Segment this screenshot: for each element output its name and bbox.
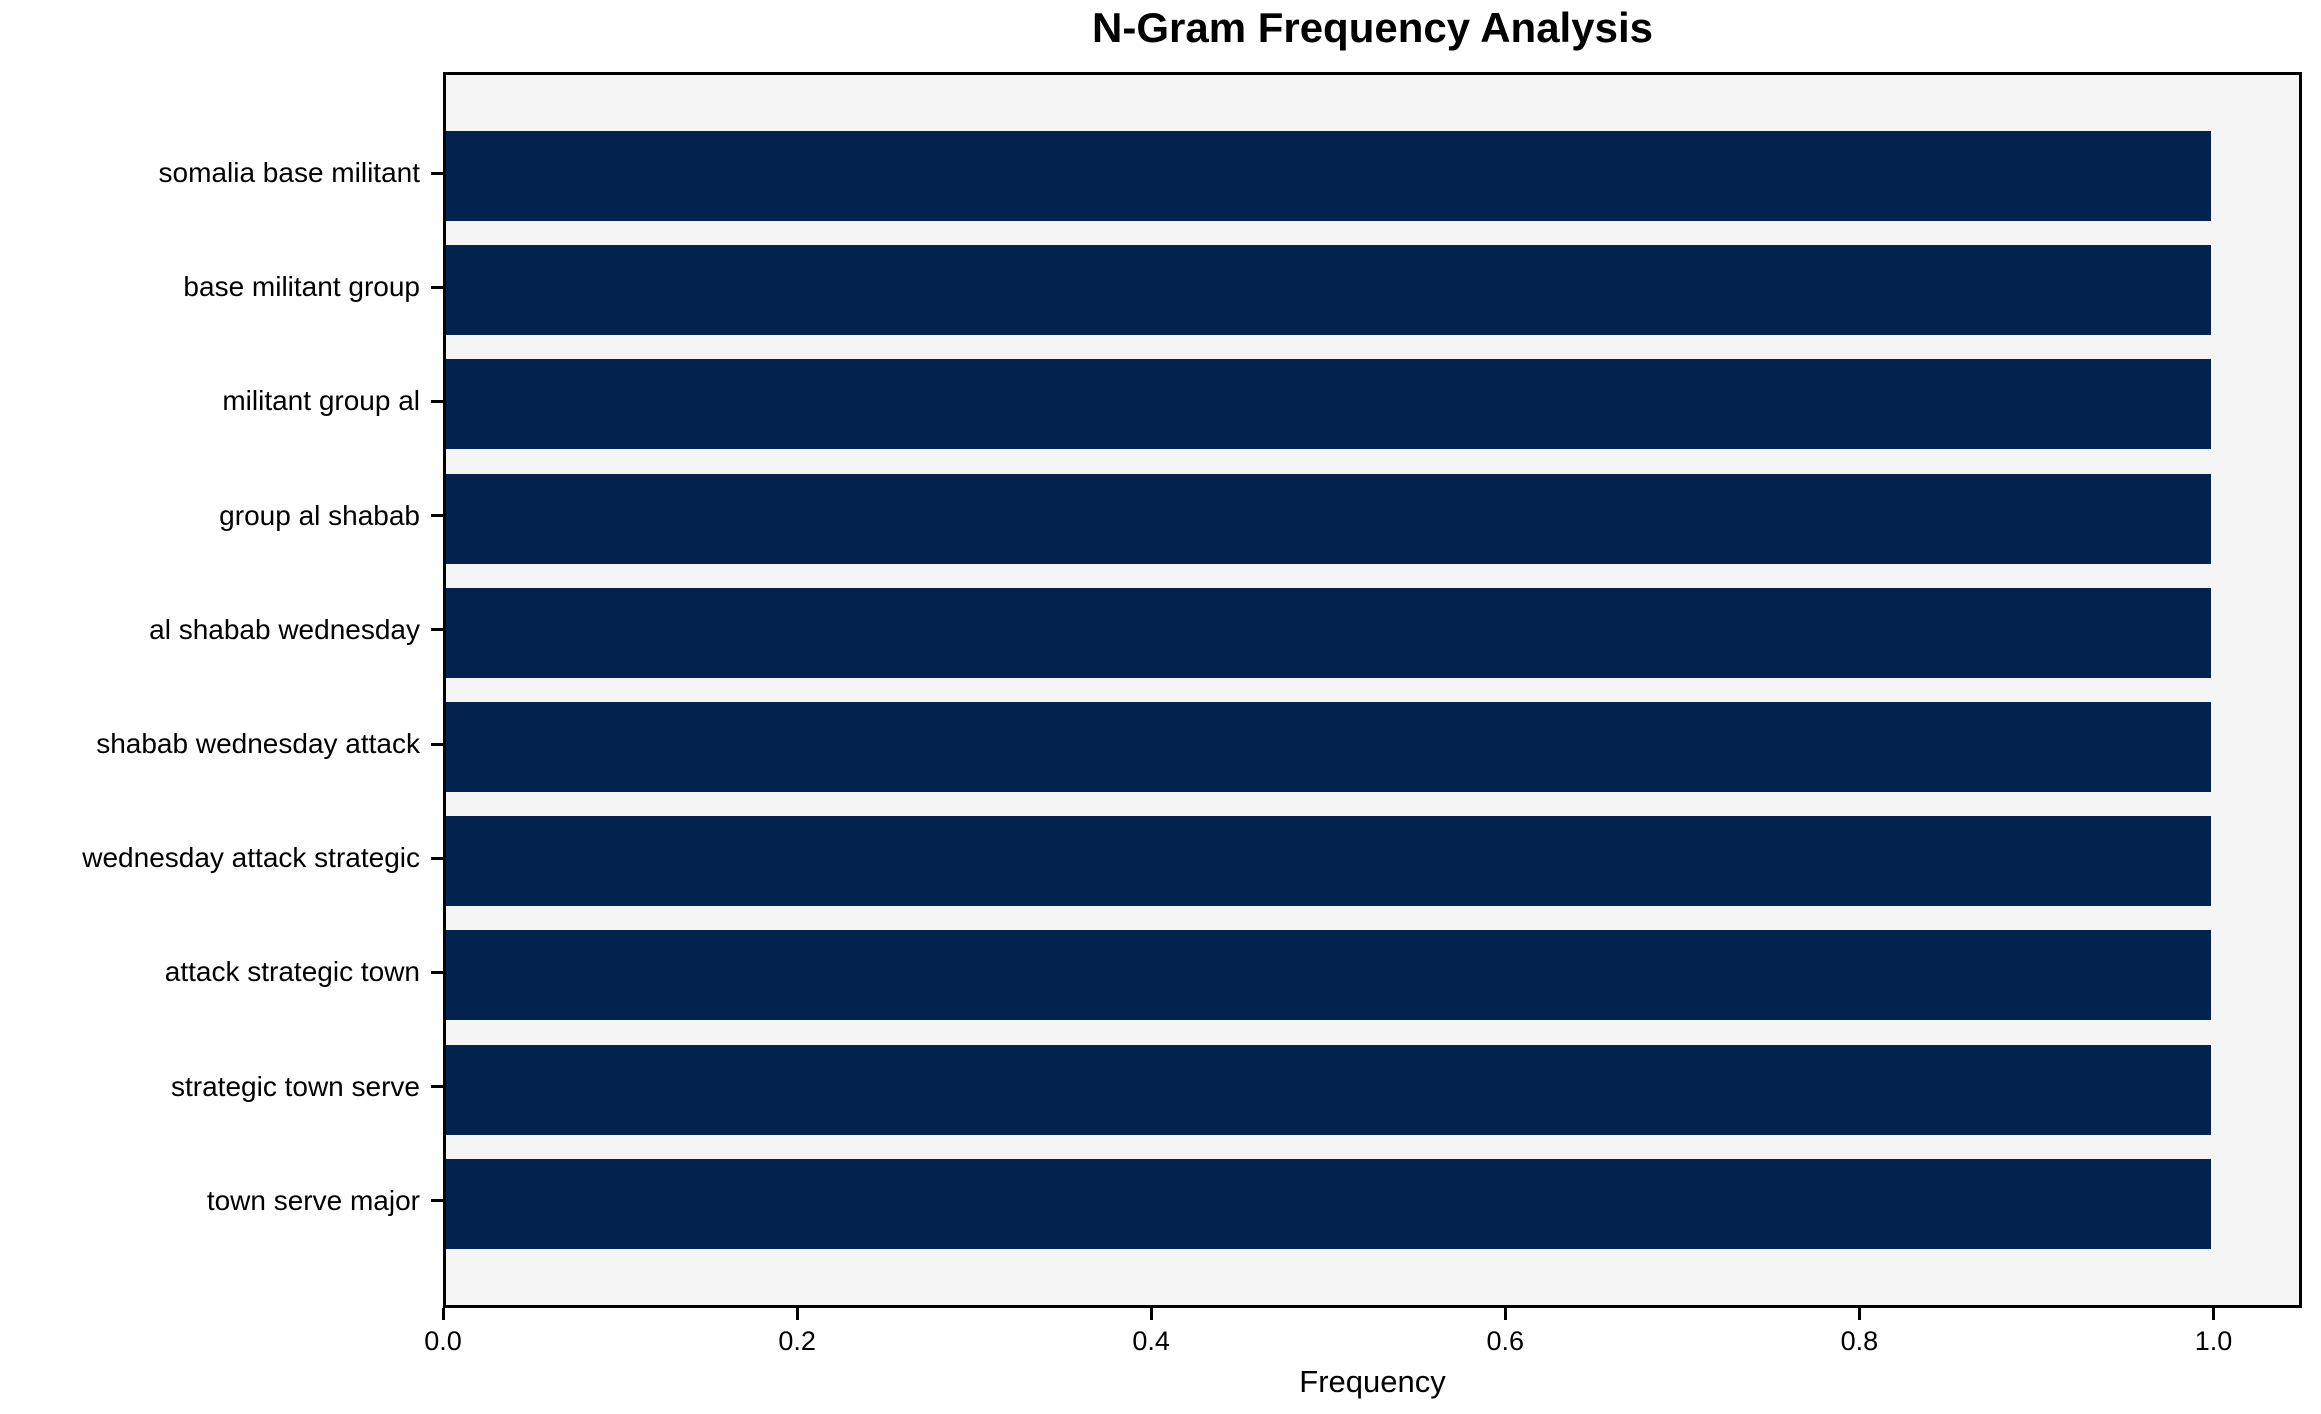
y-tick-mark [431,856,443,860]
y-tick-mark [431,742,443,746]
x-tick-label: 0.8 [1840,1326,1879,1356]
y-axis-label: al shabab wednesday [149,613,420,645]
y-axis-label: strategic town serve [171,1070,420,1102]
y-tick-mark [431,399,443,403]
x-tick-mark [1503,1308,1507,1320]
bar [446,930,2211,1021]
y-tick-mark [431,171,443,175]
y-tick-mark [431,285,443,289]
x-tick-label: 0.0 [424,1326,462,1356]
bar [446,245,2211,336]
x-tick-label: 0.4 [1132,1326,1170,1356]
bar [446,131,2211,221]
bar [446,702,2211,792]
y-tick-mark [431,514,443,518]
y-axis-label: attack strategic town [164,956,420,988]
plot-area [443,72,2302,1308]
x-axis-title: Frequency [1299,1364,1446,1399]
y-tick-mark [431,970,443,974]
x-tick-label: 0.6 [1486,1326,1525,1356]
chart-title: N-Gram Frequency Analysis [1092,4,1653,51]
x-tick-mark [2211,1308,2215,1320]
x-tick-mark [1149,1308,1153,1320]
x-tick-label: 0.2 [778,1326,816,1356]
bar [446,473,2211,564]
x-tick-mark [441,1308,445,1320]
bar [446,816,2211,907]
bar [446,359,2211,450]
bar [446,1044,2211,1135]
y-axis-label: base militant group [183,271,420,303]
y-tick-mark [431,628,443,632]
x-tick-mark [1857,1308,1861,1320]
y-tick-mark [431,1199,443,1203]
bar [446,587,2211,678]
y-axis-label: wednesday attack strategic [82,842,420,874]
y-axis-label: somalia base militant [158,157,420,188]
y-axis-label: shabab wednesday attack [96,728,420,759]
y-axis-label: town serve major [206,1184,420,1216]
x-tick-mark [795,1308,799,1320]
y-axis-label: militant group al [222,385,420,417]
y-tick-mark [431,1085,443,1089]
y-axis-label: group al shabab [219,499,420,531]
bar [446,1158,2211,1249]
x-tick-label: 1.0 [2194,1326,2233,1356]
